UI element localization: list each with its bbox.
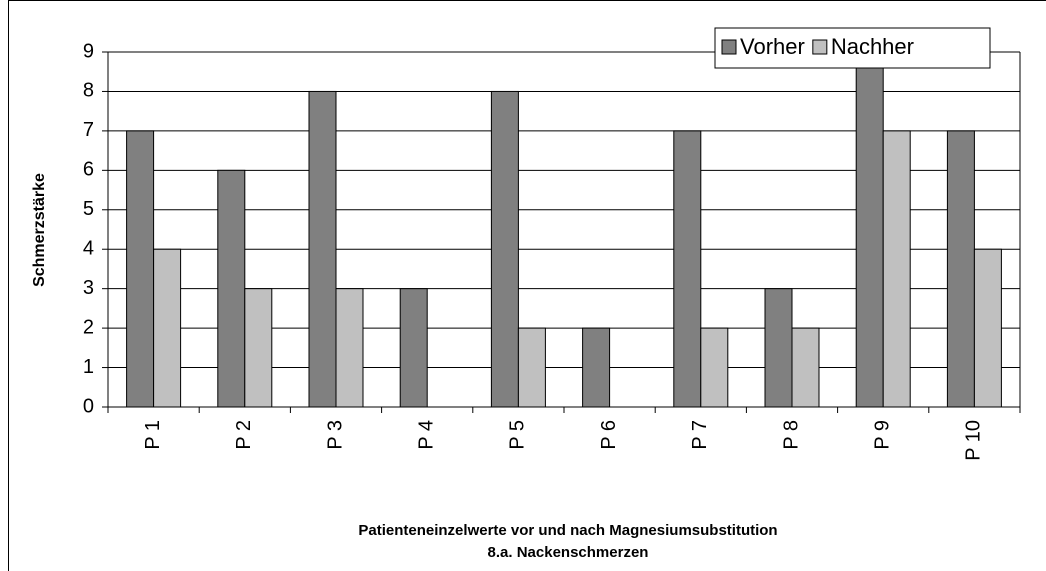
legend-box [714,27,991,69]
bar [308,90,337,408]
y-tick-label: 4 [83,238,94,260]
bar [217,169,246,408]
legend-swatch [812,39,828,55]
x-tick-label: P 8 [780,420,802,450]
x-tick-label: P 4 [415,420,437,450]
bar [335,288,364,408]
x-tick-label: P 5 [507,420,529,450]
y-tick-label: 1 [83,356,94,378]
legend-swatch [721,39,737,55]
bar [946,130,975,408]
bar [700,327,729,408]
y-tick-label: 2 [83,316,94,338]
bar [153,248,182,408]
x-tick-label: P 10 [963,420,985,461]
bar [855,51,884,408]
bar [517,327,546,408]
bar [791,327,820,408]
bar [490,90,519,408]
bar [973,248,1002,408]
bar [882,130,911,408]
x-tick-label: P 7 [689,420,711,450]
bar [582,327,611,408]
x-tick-label: P 1 [142,420,164,450]
y-tick-label: 8 [83,80,94,102]
x-tick-label: P 3 [324,420,346,450]
legend-label: Vorher [740,34,805,59]
bar [244,288,273,408]
x-tick-label: P 9 [871,420,893,450]
y-tick-label: 6 [83,159,94,181]
bar [673,130,702,408]
y-tick-label: 7 [83,119,94,141]
bar [126,130,155,408]
y-tick-label: 5 [83,198,94,220]
y-tick-label: 3 [83,277,94,299]
x-tick-label: P 6 [598,420,620,450]
legend-label: Nachher [831,34,914,59]
x-axis-title: 8.a. Nackenschmerzen [488,544,649,561]
x-tick-label: P 2 [233,420,255,450]
x-axis-title: Patienteneinzelwerte vor und nach Magnes… [358,522,777,539]
bar [399,288,428,408]
y-tick-label: 9 [83,40,94,62]
y-tick-label: 0 [83,395,94,417]
bar [764,288,793,408]
y-axis-title: Schmerzstärke [31,173,48,287]
